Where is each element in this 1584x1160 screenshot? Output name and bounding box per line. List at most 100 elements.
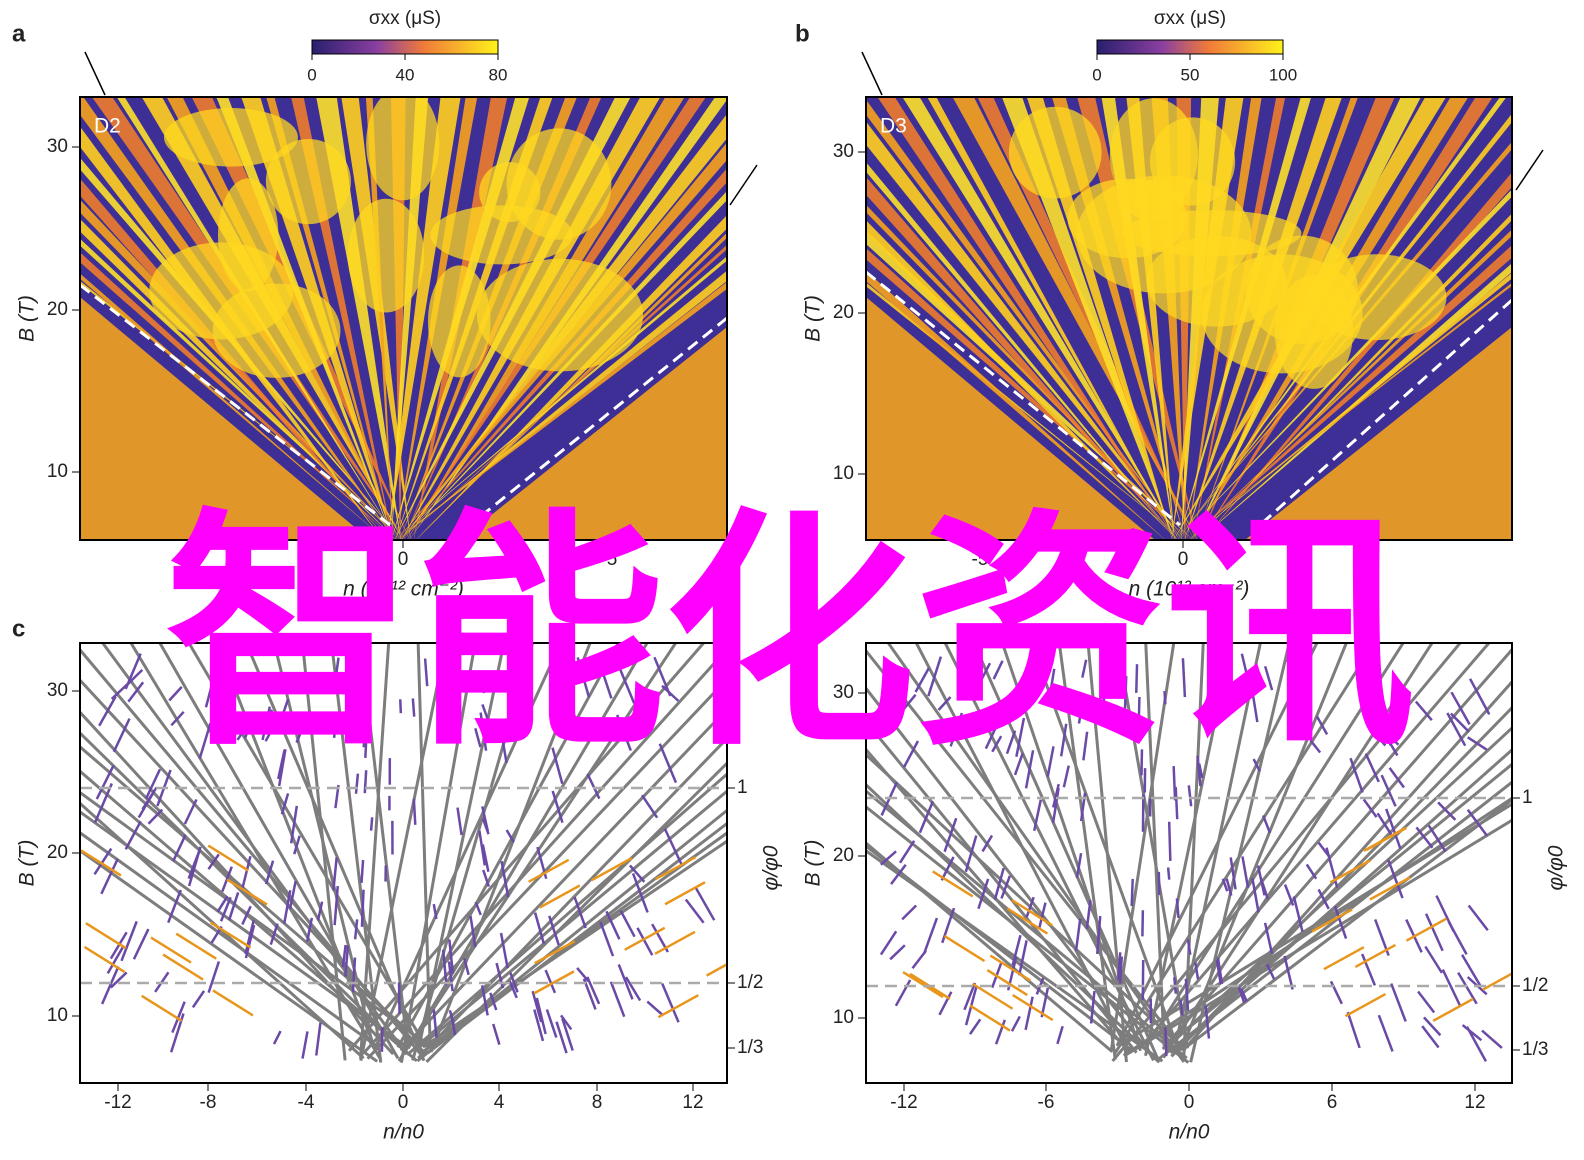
purple-segment [1241, 856, 1250, 888]
fan-line [866, 849, 1164, 1063]
purple-segment [1468, 678, 1491, 715]
purple-segment [1390, 983, 1407, 1022]
fan-line [1116, 802, 1512, 1048]
x-axis-label: n (10¹² cm⁻²) [1129, 578, 1250, 601]
purple-segment [1166, 867, 1171, 880]
purple-segment [1240, 988, 1248, 1002]
purple-segment [1315, 715, 1329, 735]
purple-segment [191, 990, 206, 1009]
purple-segment [489, 992, 498, 1011]
fan-line [972, 643, 1159, 1059]
x-axis-label: n/n0 [1169, 1121, 1210, 1144]
fan-line [366, 676, 727, 1060]
purple-segment [341, 944, 347, 968]
purple-segment [624, 976, 642, 1002]
purple-segment [1252, 758, 1261, 772]
purple-segment [922, 917, 939, 955]
purple-segment [137, 792, 155, 819]
heatmap-ray [399, 168, 727, 540]
purple-segment [100, 858, 119, 895]
fan-line [1123, 818, 1512, 1058]
purple-segment [1261, 814, 1272, 834]
orange-segment [986, 969, 1028, 997]
purple-segment [263, 709, 274, 734]
heatmap-ray [866, 176, 1178, 540]
purple-segment [316, 901, 324, 921]
heatmap-ray [866, 270, 1166, 540]
purple-segment [354, 773, 360, 794]
heatmap-ray [927, 97, 1177, 540]
purple-segment [221, 697, 234, 720]
purple-segment [898, 840, 916, 864]
purple-segment [1186, 939, 1192, 955]
fan-line [1057, 643, 1117, 1060]
purple-segment [661, 983, 680, 1023]
heatmap-ray [866, 248, 1191, 540]
purple-segment [1388, 767, 1406, 789]
heatmap-ray [1198, 263, 1512, 540]
orange-segment [654, 856, 697, 881]
purple-segment [362, 733, 367, 748]
heatmap-ray [341, 97, 411, 540]
purple-segment [1286, 659, 1297, 677]
purple-segment [938, 991, 953, 1016]
fan-line [187, 643, 428, 1048]
purple-segment [1305, 863, 1318, 880]
purple-segment [236, 726, 248, 741]
purple-segment [1446, 712, 1467, 747]
orange-segment [969, 1004, 1011, 1032]
purple-segment [432, 1009, 438, 1038]
purple-segment [481, 704, 490, 721]
purple-segment [474, 727, 482, 748]
fan-line [244, 643, 426, 1062]
purple-segment [1461, 954, 1482, 988]
purple-segment [1046, 746, 1055, 777]
purple-segment [109, 971, 128, 989]
orange-segment [1011, 899, 1053, 927]
orange-segment [226, 878, 268, 906]
x-tick-label: 5 [607, 549, 618, 570]
purple-segment [1118, 956, 1124, 984]
orange-segment [1482, 972, 1512, 991]
purple-segment [658, 743, 678, 784]
purple-segment [1250, 683, 1259, 723]
purple-segment [977, 878, 990, 910]
purple-segment [1265, 963, 1276, 980]
heatmap-ray [877, 97, 1177, 540]
fan-line [373, 643, 563, 1050]
purple-segment [661, 684, 680, 702]
purple-segment [1415, 826, 1434, 849]
purple-segment [398, 699, 403, 714]
purple-segment [499, 932, 509, 969]
purple-segment [216, 895, 229, 913]
purple-segment [1179, 999, 1184, 1016]
purple-segment [280, 698, 290, 718]
heatmap-blob [427, 265, 491, 378]
colorbar-tick-label: 0 [307, 65, 316, 84]
purple-segment [363, 770, 368, 794]
fan-line [1183, 797, 1512, 1050]
purple-segment [100, 966, 120, 1005]
purple-segment [1380, 774, 1397, 807]
orange-segment [1432, 997, 1474, 1022]
purple-segment [979, 662, 992, 683]
y2-axis-label: φ/φ0 [760, 845, 783, 890]
purple-segment [132, 928, 150, 960]
purple-segment [1013, 752, 1024, 776]
purple-segment [1283, 884, 1295, 906]
purple-segment [204, 667, 218, 708]
purple-segment [636, 927, 654, 956]
heatmap-ray [1026, 97, 1173, 540]
colorbar [1096, 39, 1284, 55]
purple-segment [170, 710, 185, 727]
purple-segment [481, 844, 490, 873]
purple-segment [1010, 1015, 1021, 1032]
heatmap-blob [1076, 175, 1252, 294]
arrow [1515, 149, 1544, 191]
purple-segment [993, 867, 1005, 900]
orange-segment [654, 930, 696, 955]
purple-segment [240, 855, 252, 891]
purple-segment [1075, 852, 1083, 879]
y-tick-label: 10 [833, 1007, 854, 1028]
y-axis-label: B (T) [16, 840, 39, 887]
